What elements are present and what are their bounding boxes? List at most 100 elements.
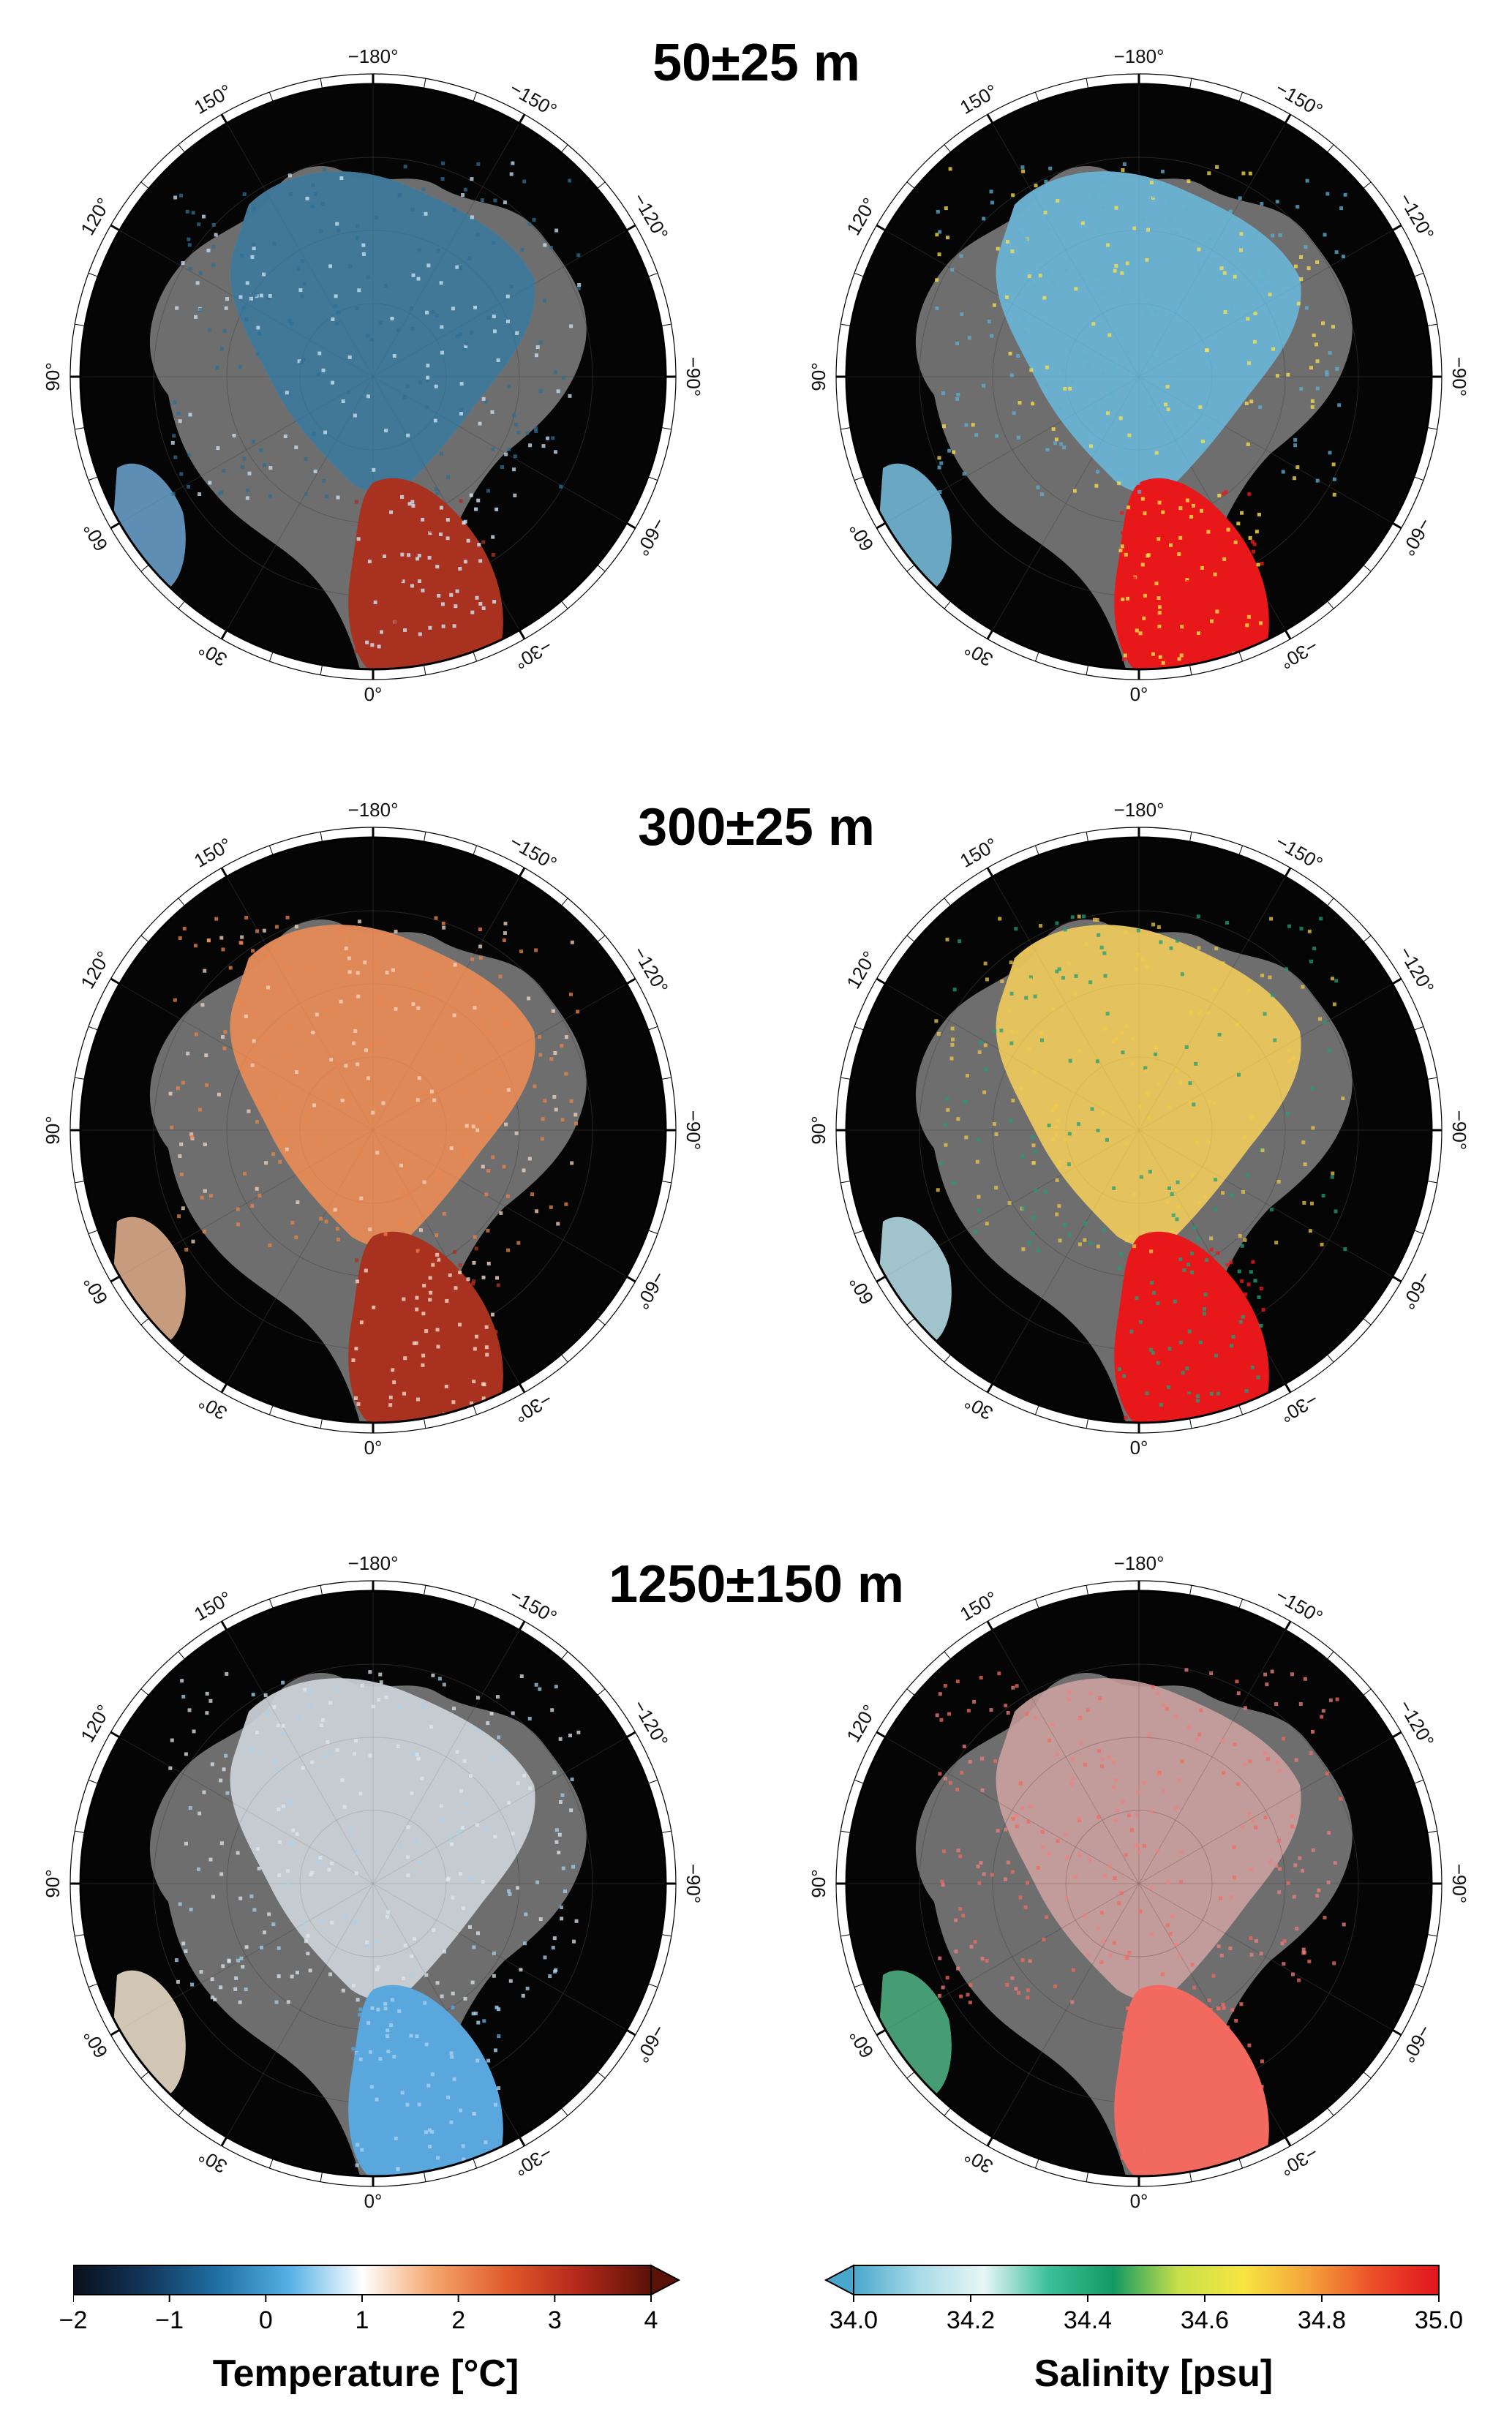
frame-tick: [854, 1026, 865, 1031]
frame-tick: [560, 601, 568, 609]
observation-speckle: [935, 1668, 1346, 2176]
longitude-label: 0°: [1130, 1437, 1148, 1459]
frame-tick: [75, 426, 86, 430]
salinity-colorbar-title: Salinity [psu]: [1034, 2352, 1274, 2395]
frame-tick: [140, 1317, 149, 1325]
longitude-label: −120°: [1394, 943, 1438, 998]
frame-tick: [840, 1077, 851, 1080]
frame-tick: [1284, 2136, 1292, 2147]
frame-tick: [423, 832, 426, 843]
frame-tick: [518, 1383, 526, 1393]
temperature-colorbar-title: Temperature [°C]: [212, 2352, 519, 2395]
frame-tick: [597, 181, 606, 189]
frame-tick: [1189, 1418, 1192, 1429]
frame-tick: [1189, 1585, 1192, 1596]
observation-speckle: [168, 1670, 582, 2176]
longitude-label: 30°: [195, 1391, 230, 1425]
frame-tick: [661, 1180, 672, 1184]
colorbar-tick-label: 34.6: [1180, 2306, 1230, 2334]
frame-tick: [1426, 323, 1437, 327]
frame-tick: [268, 91, 274, 102]
frame-tick: [320, 1585, 323, 1596]
frame-tick: [1189, 832, 1192, 843]
frame-tick: [560, 1354, 568, 1363]
colorbar-svg: [73, 2264, 681, 2302]
frame-tick: [1086, 2171, 1089, 2182]
longitude-label: −60°: [1397, 1268, 1436, 1313]
frame-tick: [1426, 1180, 1437, 1184]
frame-tick: [220, 1383, 228, 1393]
frame-tick: [1284, 113, 1292, 124]
frame-tick: [876, 1275, 887, 1283]
frame-tick: [88, 1779, 99, 1784]
map-temperature-50m: 0° 30° 60° 90° 120° 150° −180° −150° −120° −90° −6…: [29, 15, 717, 717]
frame-tick: [944, 898, 952, 906]
frame-tick: [178, 144, 186, 153]
longitude-label: 90°: [42, 1116, 64, 1144]
temperature-colorbar: Temperature [°C] −2 −1 0 1 2 3 4: [59, 2264, 681, 2410]
frame-tick: [625, 522, 636, 530]
longitude-label: 60°: [845, 2026, 879, 2062]
frame-tick: [423, 1585, 426, 1596]
colorbar-tick-label: 35.0: [1414, 2306, 1464, 2334]
colorbar-svg: [824, 2264, 1440, 2302]
depth-title-row-2: 300±25 m: [638, 798, 875, 857]
longitude-label: 30°: [195, 638, 230, 672]
frame-tick: [876, 1731, 887, 1739]
meridian-line: [1138, 1630, 1286, 1884]
frame-tick: [625, 1275, 636, 1283]
longitude-label: −60°: [1397, 2021, 1436, 2066]
frame-tick: [1284, 867, 1292, 878]
frame-tick: [1363, 564, 1372, 572]
longitude-label: 0°: [364, 2190, 383, 2212]
frame-tick: [268, 651, 274, 662]
frame-tick: [1326, 898, 1334, 906]
atlantic-inflow-observations: [348, 1985, 503, 2176]
frame-tick: [1086, 664, 1089, 675]
frame-tick: [1363, 2071, 1372, 2079]
frame-tick: [1086, 78, 1089, 89]
frame-tick: [986, 629, 994, 640]
longitude-label: −90°: [1448, 1864, 1470, 1904]
frame-tick: [75, 1180, 86, 1184]
frame-tick: [854, 1779, 865, 1784]
frame-tick: [220, 867, 228, 878]
frame-tick: [473, 2158, 478, 2169]
frame-tick: [110, 2028, 121, 2036]
frame-tick: [88, 1230, 99, 1235]
frame-tick: [1034, 91, 1039, 102]
frame-tick: [854, 476, 865, 481]
frame-tick: [1391, 522, 1402, 530]
longitude-label: 120°: [76, 947, 115, 993]
longitude-label: −30°: [1276, 635, 1322, 674]
frame-tick: [473, 845, 478, 856]
frame-tick: [1034, 845, 1039, 856]
longitude-label: −180°: [1114, 1552, 1165, 1574]
observation-speckle: [170, 161, 582, 669]
salinity-colorbar: Salinity [psu] 34.0 34.2 34.4 34.6 34.8 35.0: [810, 2264, 1463, 2410]
frame-tick: [1238, 1598, 1244, 1609]
longitude-label: 150°: [190, 80, 236, 119]
longitude-label: −150°: [506, 1584, 561, 1628]
frame-tick: [423, 78, 426, 89]
colorbar-tick-label: 2: [451, 2306, 466, 2334]
meridian-line: [1138, 1737, 1393, 1884]
longitude-label: −180°: [348, 1552, 399, 1574]
frame-tick: [647, 1026, 658, 1031]
longitude-label: 60°: [845, 519, 879, 555]
longitude-label: 120°: [842, 1701, 881, 1746]
frame-tick: [1391, 224, 1402, 232]
frame-tick: [178, 898, 186, 906]
map-temperature-1250m: 0° 30° 60° 90° 120° 150° −180° −150° −120° −90° −6…: [29, 1522, 717, 2224]
map-salinity-300m: 0° 30° 60° 90° 120° 150° −180° −150° −120° −90° −6…: [795, 768, 1483, 1470]
frame-tick: [220, 2136, 228, 2147]
frame-tick: [597, 1688, 606, 1696]
frame-tick: [1413, 476, 1424, 481]
frame-tick: [110, 1731, 121, 1739]
frame-tick: [268, 1404, 274, 1415]
colorbar-gradient: [73, 2265, 652, 2295]
frame-tick: [88, 272, 99, 277]
frame-tick: [1413, 1026, 1424, 1031]
frame-tick: [178, 1651, 186, 1660]
polar-map-svg: 0° 30° 60° 90° 120° 150° −180° −150° −120° −90° −6…: [808, 799, 1470, 1459]
